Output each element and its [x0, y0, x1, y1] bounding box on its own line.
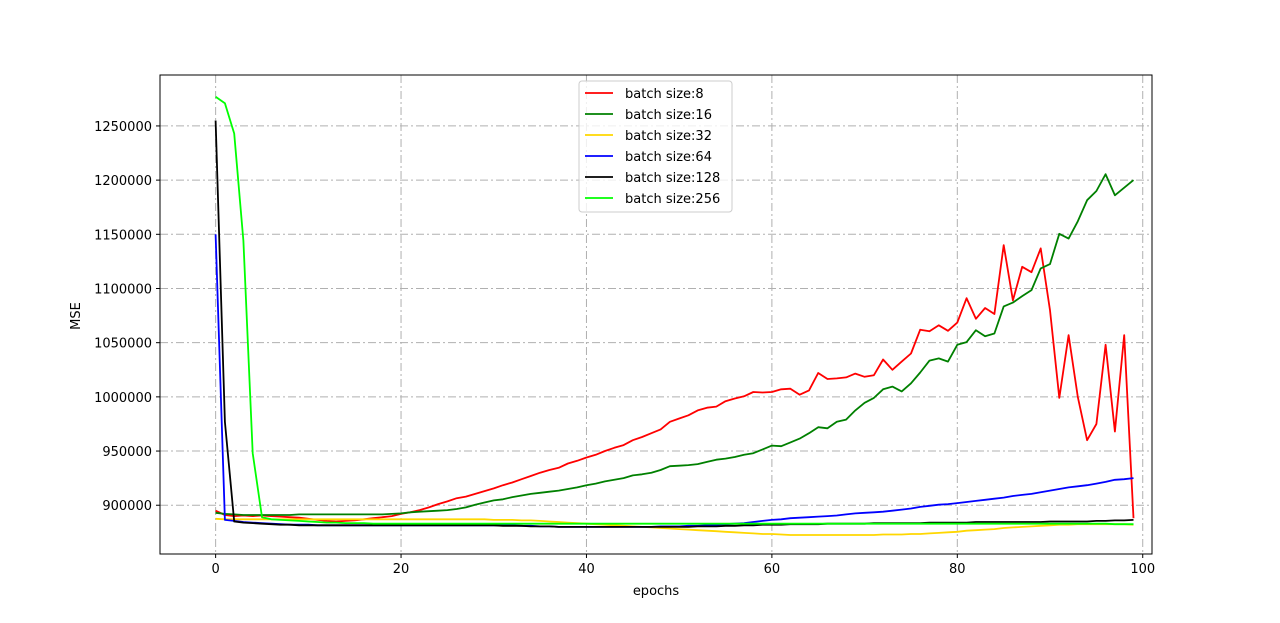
y-axis-title: MSE [69, 302, 84, 330]
x-tick-label: 20 [393, 562, 410, 577]
plot-frame [159, 74, 1153, 555]
legend-label: batch size:256 [625, 192, 720, 207]
series-line [214, 234, 1134, 528]
series-line [215, 95, 1134, 526]
legend-label: batch size:16 [625, 108, 712, 123]
legend-label: batch size:8 [625, 87, 704, 102]
y-tick-label: 1250000 [94, 120, 152, 135]
x-tick-label: 100 [1130, 562, 1155, 577]
y-tick-label: 1100000 [94, 282, 152, 297]
legend-label: batch size:128 [625, 171, 720, 186]
y-tick-label: 950000 [102, 445, 152, 460]
y-tick-label: 1000000 [94, 391, 152, 406]
series-line [215, 244, 1135, 523]
x-tick-label: 40 [578, 562, 595, 577]
x-tick-label: 60 [764, 562, 781, 577]
legend-items: batch size:8 batch size:16 batch size:32 ba… [585, 87, 720, 207]
y-tick-label: 1050000 [94, 337, 152, 352]
y-axis-ticks: 900000 950000 1000000 1050000 1100000 1150000… [94, 120, 160, 514]
series-lines [214, 95, 1135, 536]
x-tick-label: 80 [949, 562, 966, 577]
y-tick-label: 900000 [102, 499, 152, 514]
series-line [215, 517, 1134, 536]
series-line [215, 173, 1135, 516]
y-tick-label: 1150000 [94, 228, 152, 243]
legend-label: batch size:32 [625, 129, 712, 144]
y-tick-label: 1200000 [94, 174, 152, 189]
legend-box [578, 80, 733, 213]
x-axis-ticks: 0 20 40 60 80 100 [211, 554, 1155, 577]
x-axis-title: epochs [633, 584, 680, 599]
legend-label: batch size:64 [625, 150, 712, 165]
x-tick-label: 0 [211, 562, 219, 577]
legend: batch size:8 batch size:16 batch size:32 ba… [578, 80, 733, 213]
series-line [214, 120, 1134, 528]
